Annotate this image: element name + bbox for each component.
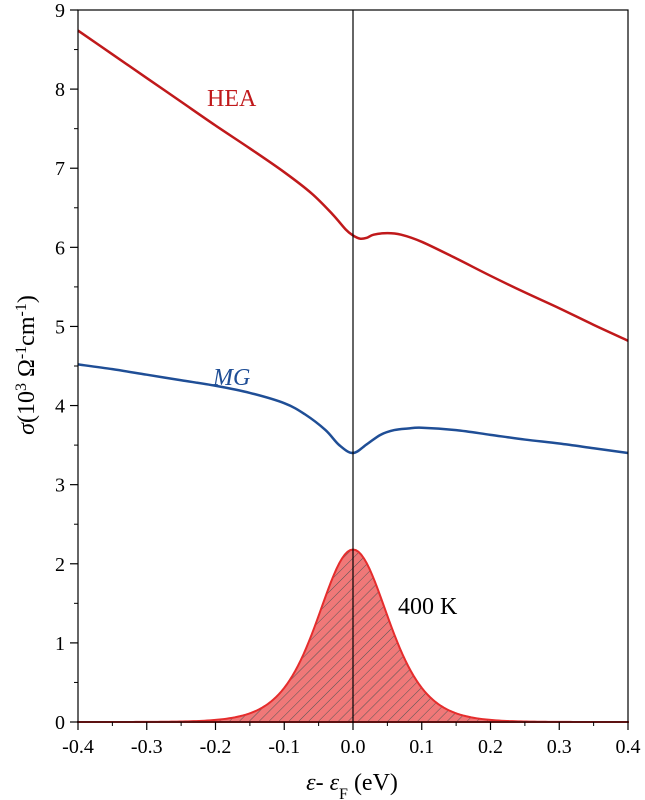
x-tick-label: -0.2	[200, 736, 232, 758]
y-tick-label: 2	[55, 554, 65, 576]
mg-series-line	[77, 363, 629, 455]
hea-series-line	[77, 29, 629, 342]
y-tick-label: 0	[55, 712, 65, 734]
x-tick-label: 0.2	[478, 736, 503, 758]
y-tick-label: 6	[55, 237, 65, 259]
y-tick-label: 3	[55, 475, 65, 497]
y-tick-label: 1	[55, 633, 65, 655]
x-axis-title: ε- εF (eV)	[306, 770, 398, 800]
fermi-window-label: 400 K	[398, 594, 458, 620]
mg-series-label: MG	[212, 365, 250, 391]
x-tick-label: 0.0	[341, 736, 366, 758]
y-tick-label: 8	[55, 79, 65, 101]
y-tick-label: 4	[55, 396, 65, 418]
y-axis-title: σ(103 Ω-1cm-1)	[13, 295, 41, 435]
x-axis: -0.4 -0.3 -0.2 -0.1 0.0 0.1 0.2 0.3 0.4	[62, 722, 641, 758]
y-axis: 0 1 2 3 4 5 6 7 8 9	[55, 0, 78, 734]
x-tick-label: 0.1	[409, 736, 434, 758]
x-tick-label: 0.3	[547, 736, 572, 758]
hea-series-label: HEA	[207, 86, 257, 112]
y-tick-label: 7	[55, 158, 65, 180]
y-tick-label: 9	[55, 0, 65, 22]
x-tick-label: 0.4	[616, 736, 641, 758]
x-tick-label: -0.1	[268, 736, 300, 758]
y-tick-label: 5	[55, 316, 65, 338]
x-tick-label: -0.3	[131, 736, 163, 758]
x-tick-label: -0.4	[62, 736, 94, 758]
